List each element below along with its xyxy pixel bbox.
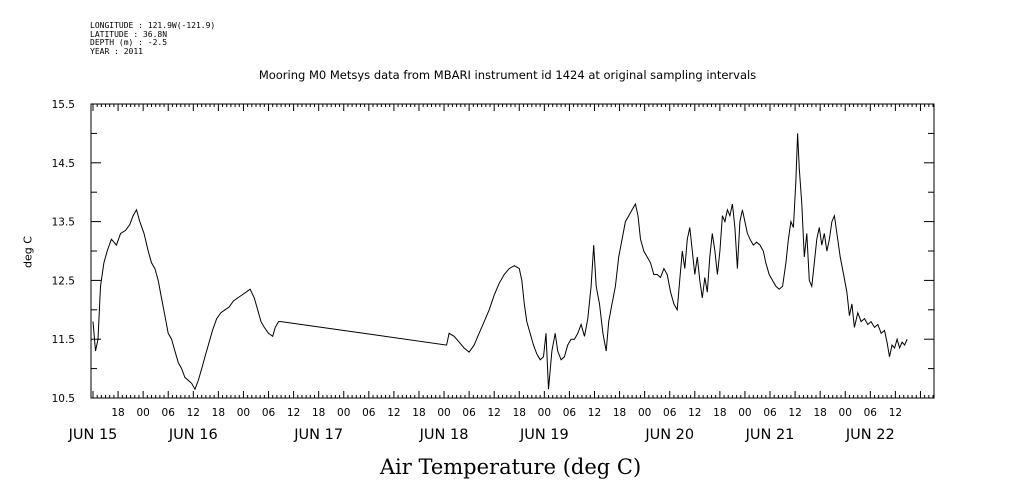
- meta-depth: DEPTH (m) : -2.5: [90, 38, 168, 47]
- x-hour-label: 00: [839, 407, 852, 419]
- x-hour-label: 06: [563, 407, 577, 419]
- x-day-label: JUN 21: [745, 427, 795, 443]
- metadata-block: LONGITUDE : 121.9W(-121.9) LATITUDE : 36.…: [90, 21, 216, 56]
- x-day-label: JUN 16: [168, 427, 218, 443]
- x-day-label: JUN 17: [293, 427, 343, 443]
- x-hour-label: 06: [162, 407, 176, 419]
- y-tick-label: 13.5: [52, 217, 75, 229]
- x-hour-label: 18: [513, 407, 526, 419]
- x-hour-label: 12: [588, 407, 601, 419]
- x-hour-label: 06: [864, 407, 878, 419]
- x-hour-label: 00: [337, 407, 350, 419]
- x-hour-label: 12: [387, 407, 400, 419]
- x-hour-label: 18: [212, 407, 225, 419]
- x-hour-label: 18: [111, 407, 124, 419]
- axis-ticks: [91, 103, 934, 399]
- y-axis-label: deg C: [21, 236, 35, 268]
- y-tick-label: 10.5: [52, 393, 75, 405]
- meta-year: YEAR : 2011: [90, 46, 143, 56]
- y-tick-label: 12.5: [52, 275, 75, 287]
- x-hour-label: 12: [488, 407, 501, 419]
- air-temperature-line: [92, 133, 908, 391]
- x-hour-label: 18: [713, 407, 726, 419]
- x-hour-label: 00: [538, 407, 551, 419]
- x-day-label: JUN 20: [644, 427, 694, 443]
- x-hour-label: 06: [262, 407, 276, 419]
- x-hour-label: 06: [763, 407, 777, 419]
- x-hour-label: 06: [663, 407, 677, 419]
- x-hour-label: 00: [638, 407, 651, 419]
- x-hour-label: 12: [788, 407, 801, 419]
- x-axis-label: Air Temperature (deg C): [379, 455, 642, 479]
- x-hour-label: 12: [187, 407, 200, 419]
- x-hour-label: 00: [738, 407, 751, 419]
- x-hour-label: 00: [136, 407, 149, 419]
- x-day-label: JUN 19: [519, 427, 569, 443]
- x-hour-label: 18: [312, 407, 325, 419]
- y-tick-label: 15.5: [52, 99, 75, 111]
- meta-latitude: LATITUDE : 36.8N: [90, 29, 168, 39]
- y-tick-label: 14.5: [52, 158, 75, 170]
- y-tick-label: 11.5: [52, 334, 75, 346]
- meta-longitude: LONGITUDE : 121.9W(-121.9): [90, 21, 216, 30]
- x-hour-label: 00: [237, 407, 250, 419]
- x-day-label: JUN 18: [419, 427, 469, 443]
- x-hour-label: 18: [613, 407, 626, 419]
- x-hour-label: 00: [437, 407, 450, 419]
- x-hour-label: 06: [462, 407, 476, 419]
- x-hour-label: 12: [889, 407, 902, 419]
- chart-title: Mooring M0 Metsys data from MBARI instru…: [258, 68, 757, 82]
- x-hour-label: 18: [813, 407, 826, 419]
- x-hour-label: 12: [688, 407, 701, 419]
- x-day-label: JUN 22: [845, 427, 895, 443]
- x-hour-label: 12: [287, 407, 300, 419]
- x-hour-label: 18: [412, 407, 425, 419]
- x-day-label: JUN 15: [68, 427, 118, 443]
- x-hour-label: 06: [362, 407, 376, 419]
- axis-tick-labels: 10.5 11.5 12.5 13.5 14.5 15.5 18 00 06 12 18 00 06 12…: [52, 99, 902, 443]
